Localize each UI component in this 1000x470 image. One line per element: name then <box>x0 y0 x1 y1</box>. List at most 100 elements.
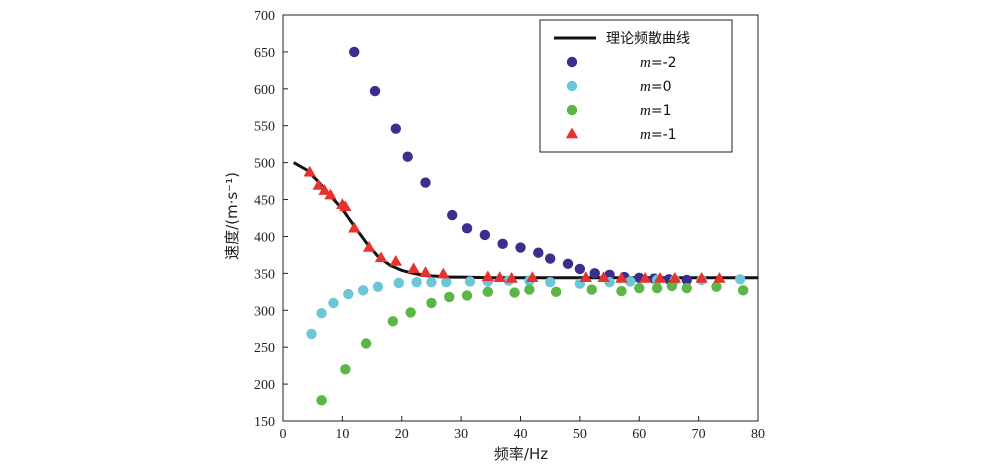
data-point-triangle <box>481 270 495 282</box>
x-axis-label: 频率/Hz <box>494 445 548 463</box>
legend-marker-swatch <box>566 104 578 116</box>
legend-marker-swatch <box>565 127 579 139</box>
data-point <box>447 209 458 221</box>
y-tick-label: 200 <box>254 378 275 393</box>
series-3 <box>316 280 749 406</box>
data-point <box>681 282 692 294</box>
data-point <box>372 281 384 292</box>
data-point-triangle <box>348 221 361 233</box>
data-point <box>509 287 520 298</box>
x-tick-label: 50 <box>573 427 587 442</box>
data-point-triangle <box>695 272 708 283</box>
data-point-triangle <box>419 266 432 277</box>
data-point <box>461 223 473 234</box>
data-point <box>349 46 360 58</box>
data-point <box>562 258 574 269</box>
data-point-triangle <box>312 179 325 190</box>
data-point <box>306 328 317 340</box>
data-point-triangle <box>374 251 388 263</box>
y-tick-label: 250 <box>254 341 275 356</box>
data-point-triangle <box>639 272 652 283</box>
data-point-triangle <box>505 272 518 283</box>
data-point <box>586 284 597 295</box>
data-point <box>357 285 369 296</box>
data-point-triangle <box>318 184 331 195</box>
data-point <box>420 177 431 188</box>
legend-marker-swatch <box>566 80 578 92</box>
data-point <box>441 277 452 288</box>
dispersion-curve-line <box>292 161 758 280</box>
data-point <box>533 247 544 258</box>
data-point <box>616 285 627 297</box>
data-point <box>444 291 455 303</box>
y-tick-label: 350 <box>254 267 275 282</box>
x-tick-label: 0 <box>280 427 287 442</box>
data-point <box>328 297 339 309</box>
series-4 <box>303 165 726 283</box>
x-tick-label: 40 <box>514 427 528 442</box>
x-tick-label: 10 <box>335 427 349 442</box>
y-tick-label: 700 <box>254 9 275 24</box>
data-point <box>544 253 556 264</box>
data-point-triangle <box>362 241 376 252</box>
x-tick-label: 70 <box>692 427 706 442</box>
data-point-triangle <box>713 272 726 283</box>
data-point <box>464 276 476 287</box>
y-tick-label: 400 <box>254 230 275 245</box>
series-0 <box>292 161 758 280</box>
data-point <box>666 280 678 292</box>
data-point <box>387 316 399 327</box>
data-point <box>574 263 586 275</box>
data-point-triangle <box>526 271 539 283</box>
x-tick-label: 20 <box>395 427 409 442</box>
legend: 理论频散曲线 m=-2 m=0 m=1 m=-1 <box>539 19 733 153</box>
data-point-triangle <box>615 272 628 283</box>
series-2 <box>306 274 746 340</box>
data-point <box>634 282 645 294</box>
data-point <box>426 297 437 309</box>
data-point <box>316 395 327 406</box>
data-point <box>737 285 749 296</box>
data-point <box>316 308 327 319</box>
data-point <box>515 242 526 253</box>
data-point <box>711 281 722 292</box>
y-tick-label: 650 <box>254 46 275 61</box>
data-point <box>625 276 636 287</box>
x-tick-label: 80 <box>751 427 765 442</box>
data-point-triangle <box>653 272 667 283</box>
data-point <box>524 284 535 295</box>
y-tick-label: 600 <box>254 83 275 98</box>
legend-marker-swatch <box>566 56 578 68</box>
data-point-triangle <box>389 255 402 266</box>
y-axis-label: 速度/(m·s⁻¹) <box>223 172 241 260</box>
data-point <box>411 277 422 288</box>
data-point <box>426 277 437 288</box>
data-point-triangle <box>579 271 592 283</box>
data-point <box>479 229 491 241</box>
legend-label: m=0 <box>640 79 671 95</box>
data-point-triangle <box>324 188 337 200</box>
x-axis: 0 10 20 30 40 50 60 70 80 <box>280 416 765 442</box>
y-tick-label: 300 <box>254 304 275 319</box>
data-point <box>393 277 404 289</box>
y-tick-label: 150 <box>254 415 275 430</box>
data-point <box>390 123 402 134</box>
data-point-triangle <box>597 271 610 283</box>
data-point <box>681 274 692 286</box>
y-tick-label: 450 <box>254 194 275 209</box>
data-point <box>544 277 556 288</box>
legend-label: 理论频散曲线 <box>606 31 690 47</box>
data-point-triangle <box>668 272 682 283</box>
data-point <box>340 364 351 375</box>
data-point-triangle <box>339 200 352 212</box>
legend-label: m=1 <box>640 103 671 119</box>
y-tick-label: 500 <box>254 157 275 172</box>
y-axis: 150 200 250 300 350 400 450 500 550 600 650 700 <box>254 9 288 430</box>
data-point <box>405 307 416 318</box>
data-point <box>482 286 494 298</box>
series-layer <box>292 46 758 406</box>
data-point <box>360 338 372 349</box>
data-point <box>589 268 600 279</box>
data-point-triangle <box>407 262 420 274</box>
